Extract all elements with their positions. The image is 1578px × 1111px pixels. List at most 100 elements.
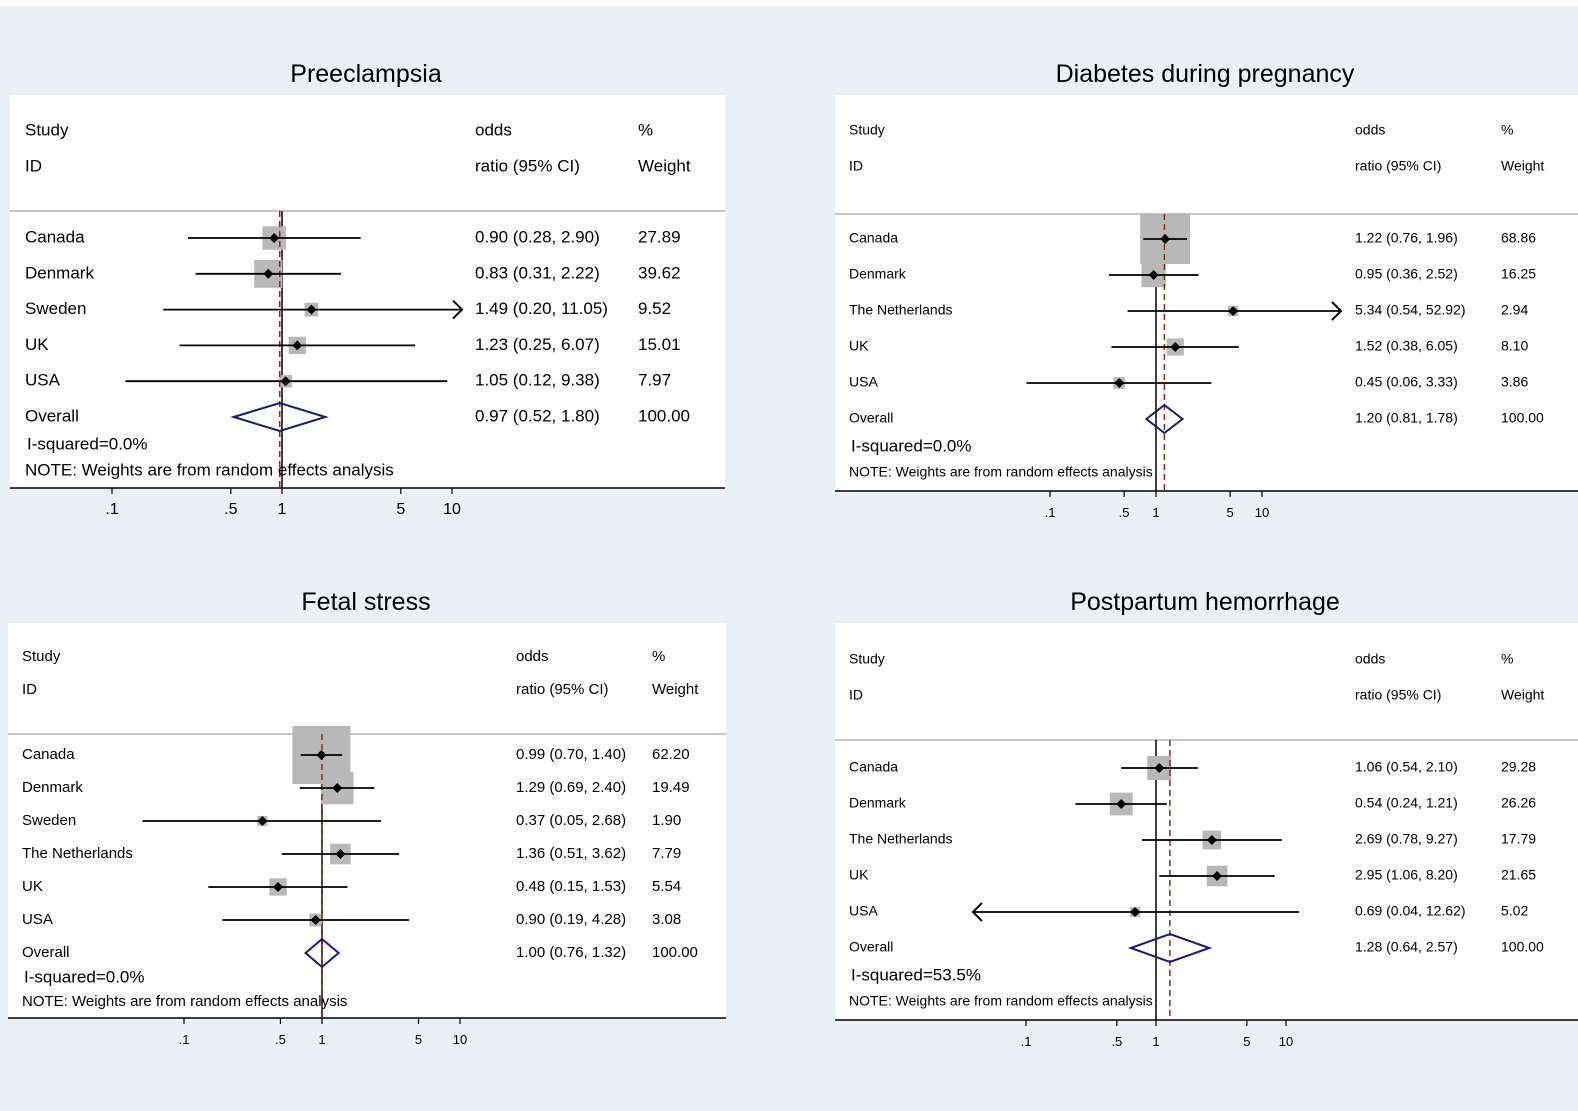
header-weight: Weight bbox=[638, 156, 691, 175]
weight-the-netherlands: 17.79 bbox=[1501, 831, 1536, 847]
i-squared-label: I-squared=53.5% bbox=[851, 965, 981, 984]
odds-ratio-the-netherlands: 2.69 (0.78, 9.27) bbox=[1355, 831, 1458, 847]
header-percent: % bbox=[638, 120, 653, 139]
i-squared-label: I-squared=0.0% bbox=[851, 436, 972, 455]
overall-weight: 100.00 bbox=[1501, 939, 1544, 955]
study-label-usa: USA bbox=[22, 911, 53, 928]
study-label-usa: USA bbox=[849, 903, 878, 919]
study-label-the-netherlands: The Netherlands bbox=[22, 845, 133, 862]
x-tick-label: 5 bbox=[1226, 505, 1233, 520]
header-ratio-ci: ratio (95% CI) bbox=[475, 156, 580, 175]
ci-arrow-right-the-netherlands bbox=[1331, 301, 1343, 321]
header-odds: odds bbox=[475, 120, 512, 139]
point-estimate-uk bbox=[273, 882, 284, 892]
point-estimate-canada bbox=[316, 750, 327, 760]
point-estimate-denmark bbox=[263, 268, 274, 279]
x-tick-label: 10 bbox=[1279, 1034, 1293, 1049]
header-odds: odds bbox=[1355, 651, 1385, 667]
weight-the-netherlands: 2.94 bbox=[1501, 302, 1528, 318]
odds-ratio-canada: 0.90 (0.28, 2.90) bbox=[475, 227, 600, 246]
point-estimate-usa bbox=[1114, 378, 1125, 388]
overall-weight: 100.00 bbox=[638, 406, 690, 425]
overall-diamond bbox=[1144, 403, 1185, 435]
weight-canada: 68.86 bbox=[1501, 230, 1536, 246]
point-estimate-the-netherlands bbox=[1228, 306, 1239, 316]
study-label-sweden: Sweden bbox=[25, 299, 86, 318]
header-id: ID bbox=[22, 681, 37, 698]
diabetes-title: Diabetes during pregnancy bbox=[1055, 60, 1355, 88]
header-ratio-ci: ratio (95% CI) bbox=[1355, 687, 1441, 703]
odds-ratio-denmark: 0.54 (0.24, 1.21) bbox=[1355, 795, 1458, 811]
odds-ratio-uk: 2.95 (1.06, 8.20) bbox=[1355, 867, 1458, 883]
point-estimate-denmark bbox=[1148, 270, 1159, 280]
postpartum-title: Postpartum hemorrhage bbox=[1070, 588, 1340, 616]
study-label-usa: USA bbox=[25, 371, 61, 390]
odds-ratio-uk: 1.23 (0.25, 6.07) bbox=[475, 335, 600, 354]
header-odds: odds bbox=[1355, 122, 1385, 138]
overall-diamond bbox=[1127, 932, 1213, 964]
x-tick-label: .5 bbox=[224, 501, 237, 518]
x-tick-label: .1 bbox=[179, 1032, 190, 1047]
x-tick-label: 1 bbox=[318, 1032, 325, 1047]
overall-odds-ratio: 1.20 (0.81, 1.78) bbox=[1355, 410, 1458, 426]
weight-uk: 5.54 bbox=[652, 878, 681, 895]
plot-panel bbox=[835, 623, 1578, 1020]
x-tick-label: 5 bbox=[1243, 1034, 1250, 1049]
study-label-denmark: Denmark bbox=[849, 266, 907, 282]
ci-arrow-left-usa bbox=[971, 902, 983, 922]
study-label-sweden: Sweden bbox=[22, 812, 76, 829]
header-odds: odds bbox=[516, 648, 549, 665]
top-edge-strip bbox=[0, 0, 1578, 6]
x-tick-label: 10 bbox=[443, 501, 461, 518]
point-estimate-uk bbox=[1170, 342, 1181, 352]
header-study: Study bbox=[849, 122, 885, 138]
overall-odds-ratio: 0.97 (0.52, 1.80) bbox=[475, 406, 600, 425]
weight-canada: 62.20 bbox=[652, 746, 690, 763]
study-label-the-netherlands: The Netherlands bbox=[849, 302, 953, 318]
study-label-denmark: Denmark bbox=[22, 779, 83, 796]
x-tick-label: .1 bbox=[1045, 505, 1056, 520]
x-tick-label: .5 bbox=[1119, 505, 1130, 520]
weights-note: NOTE: Weights are from random effects an… bbox=[849, 993, 1153, 1009]
study-label-the-netherlands: The Netherlands bbox=[849, 831, 953, 847]
x-tick-label: 5 bbox=[396, 501, 405, 518]
weights-note: NOTE: Weights are from random effects an… bbox=[849, 464, 1153, 480]
x-tick-label: .5 bbox=[275, 1032, 286, 1047]
weight-usa: 3.08 bbox=[652, 911, 681, 928]
point-estimate-uk bbox=[1212, 871, 1223, 881]
odds-ratio-canada: 1.06 (0.54, 2.10) bbox=[1355, 759, 1458, 775]
preeclampsia-title: Preeclampsia bbox=[290, 60, 442, 88]
header-id: ID bbox=[849, 158, 863, 174]
odds-ratio-the-netherlands: 1.36 (0.51, 3.62) bbox=[516, 845, 626, 862]
point-estimate-canada bbox=[1154, 763, 1165, 773]
odds-ratio-usa: 0.90 (0.19, 4.28) bbox=[516, 911, 626, 928]
x-tick-label: 5 bbox=[415, 1032, 422, 1047]
i-squared-label: I-squared=0.0% bbox=[24, 967, 145, 986]
odds-ratio-denmark: 1.29 (0.69, 2.40) bbox=[516, 779, 626, 796]
header-study: Study bbox=[25, 120, 69, 139]
diabetes-forest-plot: Study ID odds ratio (95% CI)% Weight Canada 1.… bbox=[835, 95, 1578, 520]
point-estimate-sweden bbox=[306, 304, 317, 315]
odds-ratio-usa: 0.69 (0.04, 12.62) bbox=[1355, 903, 1466, 919]
ci-arrow-right-sweden bbox=[452, 299, 464, 320]
odds-ratio-usa: 0.45 (0.06, 3.33) bbox=[1355, 374, 1458, 390]
fetal-stress-title: Fetal stress bbox=[301, 588, 431, 616]
overall-label: Overall bbox=[22, 944, 70, 961]
study-label-uk: UK bbox=[22, 878, 43, 895]
weight-usa: 3.86 bbox=[1501, 374, 1528, 390]
weight-usa: 5.02 bbox=[1501, 903, 1528, 919]
weight-canada: 27.89 bbox=[638, 227, 681, 246]
x-tick-label: 1 bbox=[1152, 505, 1159, 520]
x-tick-label: .1 bbox=[1021, 1034, 1032, 1049]
weight-canada: 29.28 bbox=[1501, 759, 1536, 775]
header-id: ID bbox=[25, 156, 42, 175]
header-percent: % bbox=[1501, 651, 1513, 667]
study-label-denmark: Denmark bbox=[849, 795, 907, 811]
odds-ratio-sweden: 1.49 (0.20, 11.05) bbox=[475, 299, 608, 318]
overall-diamond bbox=[230, 401, 329, 433]
odds-ratio-uk: 1.52 (0.38, 6.05) bbox=[1355, 338, 1458, 354]
header-weight: Weight bbox=[1501, 687, 1544, 703]
study-label-uk: UK bbox=[849, 867, 869, 883]
weight-the-netherlands: 7.79 bbox=[652, 845, 681, 862]
plot-panel bbox=[835, 95, 1578, 491]
